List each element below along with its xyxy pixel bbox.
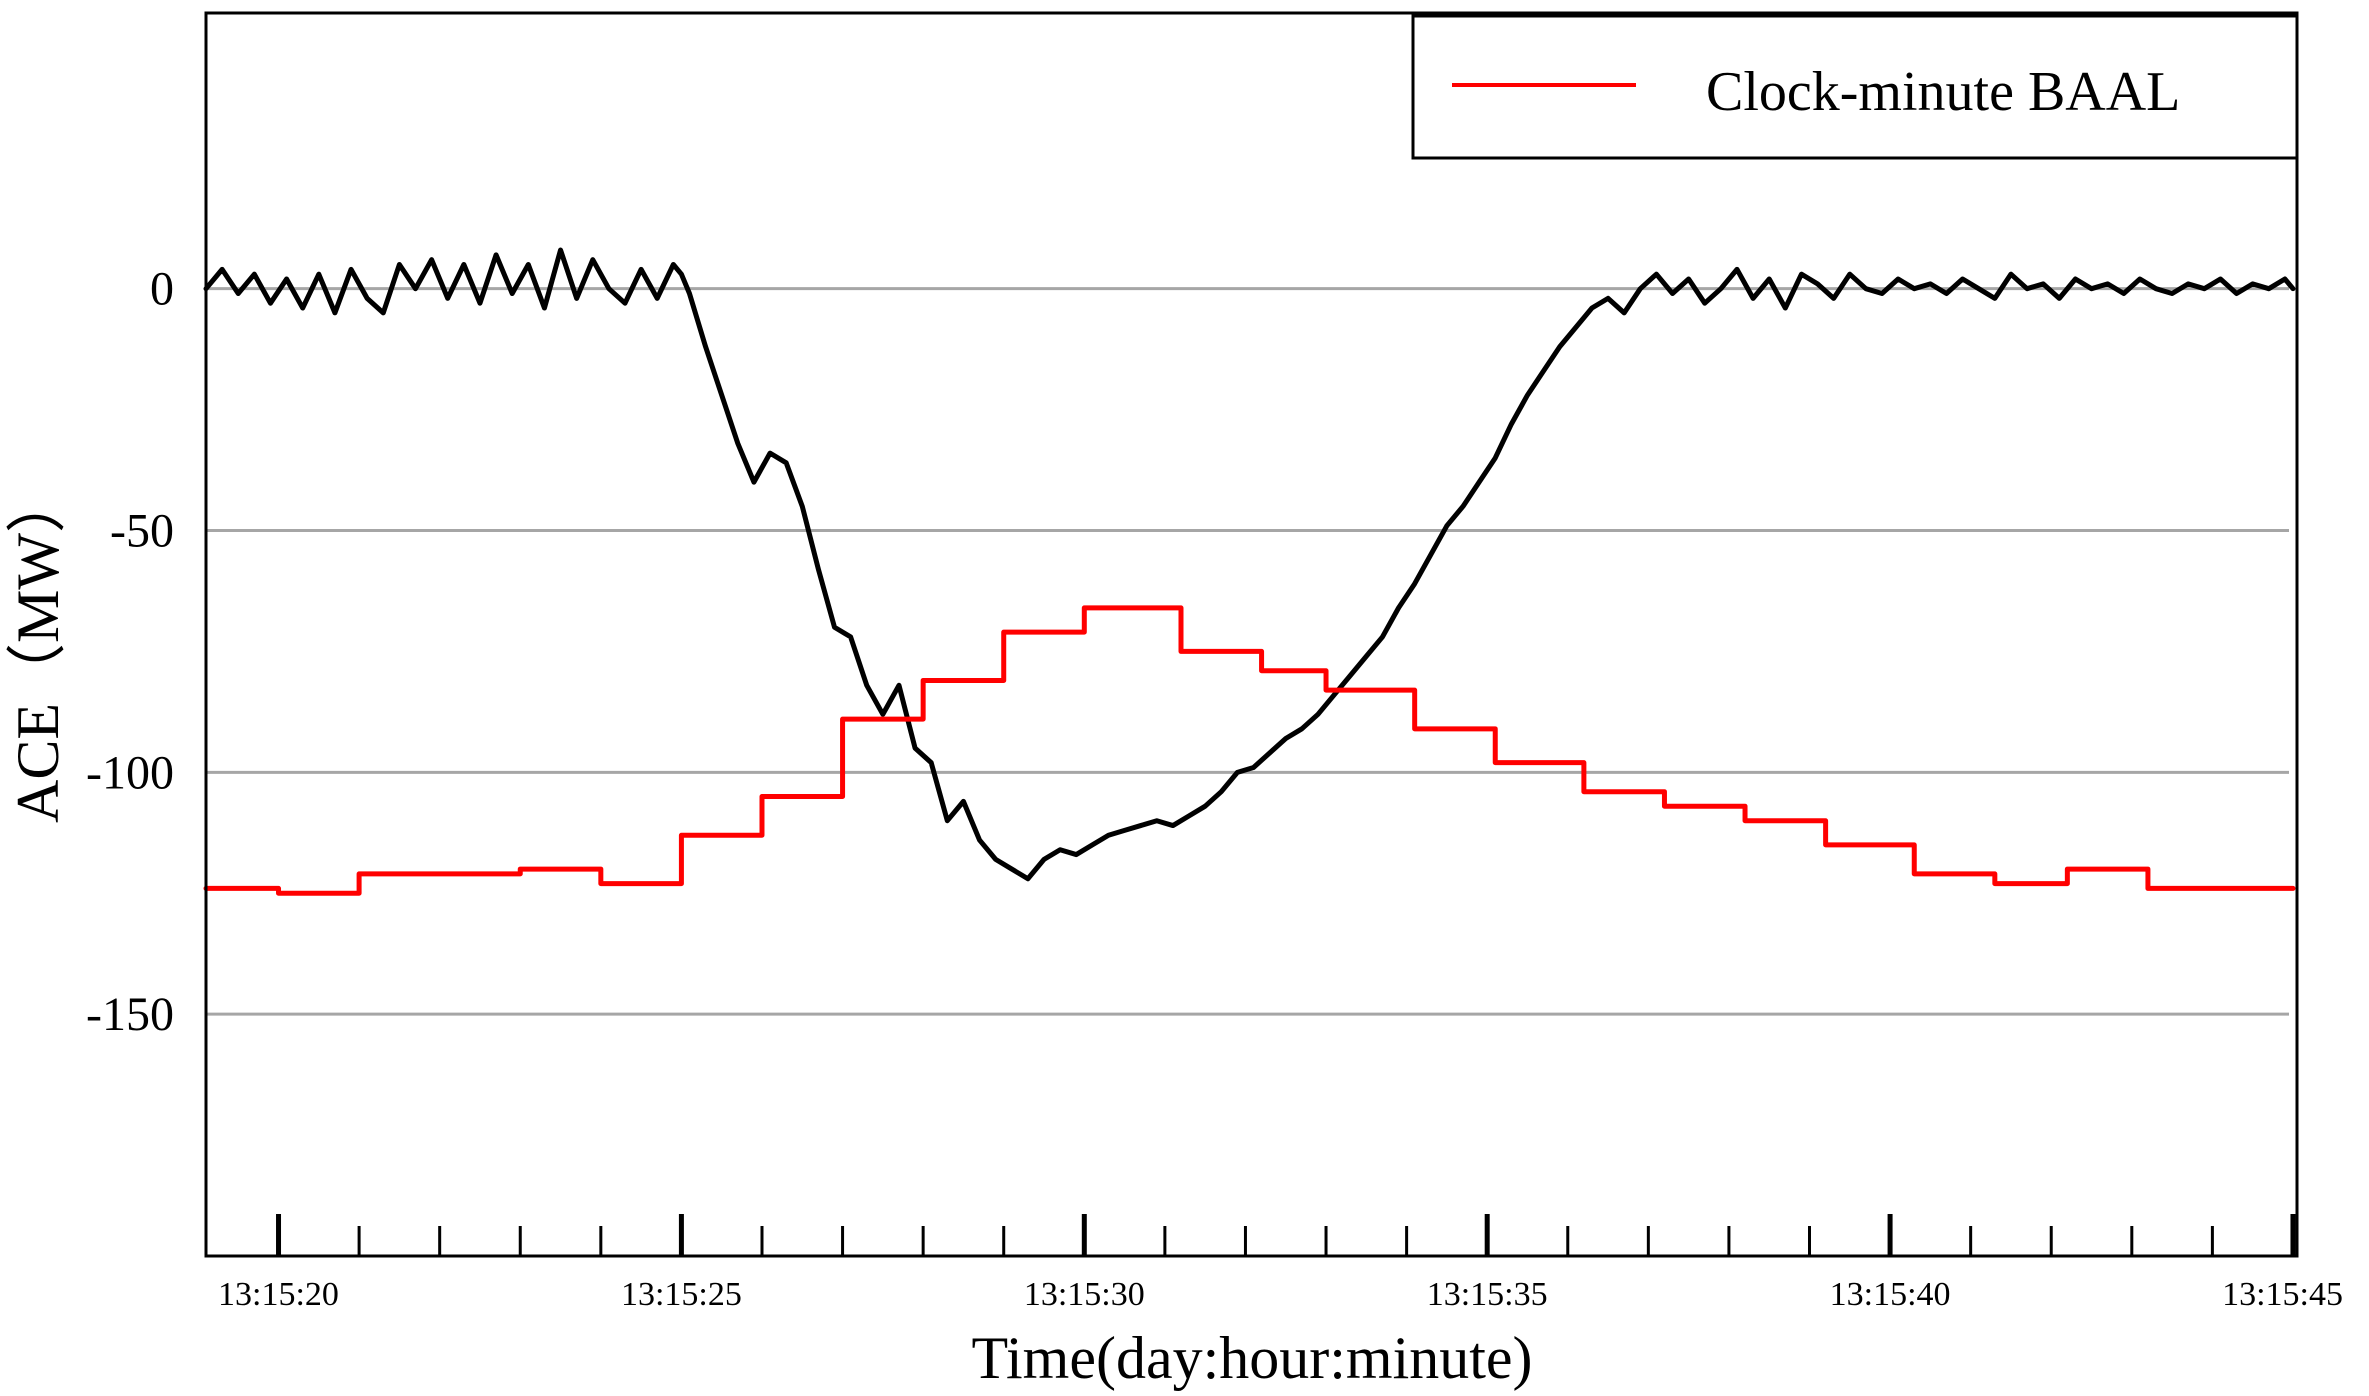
x-tick-label: 13:15:20 [218,1276,339,1313]
legend: Clock-minute BAAL [1411,14,2299,160]
x-axis: 13:15:20 13:15:25 13:15:30 13:15:35 13:15:40… [218,1214,2343,1313]
baal-series-line [203,605,2296,896]
y-tick-label: 0 [150,263,174,316]
plot-frame [204,11,2299,1258]
x-tick-label: 13:15:35 [1427,1276,1548,1313]
x-tick-label: 13:15:45 [2222,1276,2343,1313]
x-tick-label: 13:15:40 [1830,1276,1951,1313]
ace-series-line [203,247,2296,882]
y-tick-label: -50 [110,505,174,558]
x-axis-title: Time(day:hour:minute) [971,1325,1532,1391]
y-tick-label: -100 [86,746,174,799]
y-axis: 0 -50 -100 -150 [86,263,174,1041]
legend-label: Clock-minute BAAL [1706,61,2180,123]
x-tick-label: 13:15:25 [621,1276,742,1313]
series-layer [203,247,2296,896]
x-tick-label: 13:15:30 [1024,1276,1145,1313]
y-axis-title: ACE（MW） [5,473,71,823]
y-tick-label: -150 [86,988,174,1041]
